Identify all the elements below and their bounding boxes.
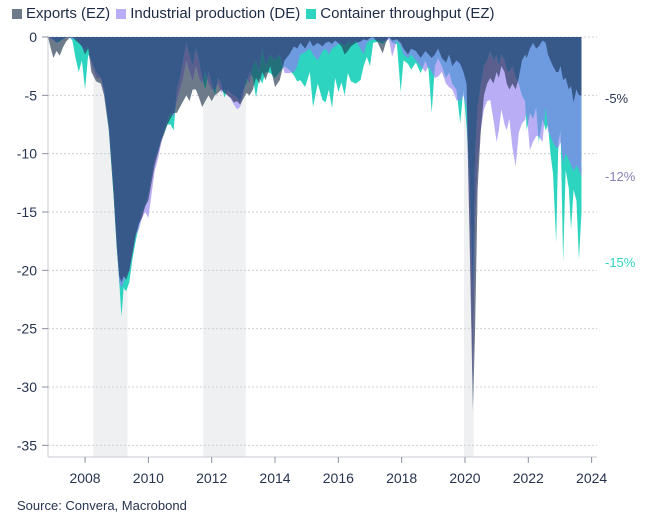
x-tick-label: 2016 <box>323 470 354 486</box>
end-label-container-throughput: -15% <box>605 255 636 270</box>
y-tick-label: -15 <box>17 204 37 220</box>
legend-item-exports[interactable]: Exports (EZ) <box>12 5 110 22</box>
legend-swatch-container-throughput <box>306 8 317 19</box>
y-tick-label: -5 <box>25 87 38 103</box>
legend-item-container-throughput[interactable]: Container throughput (EZ) <box>306 5 495 22</box>
x-tick-label: 2024 <box>576 470 607 486</box>
legend-label-exports: Exports (EZ) <box>26 5 111 22</box>
x-tick-label: 2014 <box>259 470 290 486</box>
x-tick-label: 2022 <box>513 470 544 486</box>
recession-band <box>464 37 474 457</box>
x-tick-label: 2020 <box>449 470 480 486</box>
y-axis-labels: 0 -5 -10 -15 -20 -25 -30 -35 <box>17 29 48 453</box>
x-tick-label: 2010 <box>133 470 164 486</box>
y-tick-label: -10 <box>17 146 37 162</box>
y-tick-label: -20 <box>17 262 37 278</box>
legend-label-industrial-production: Industrial production (DE) <box>130 5 301 22</box>
y-tick-label: -30 <box>17 379 37 395</box>
x-axis-labels: 2008 2010 2012 2014 2016 2018 2020 2022 2024 <box>69 457 607 486</box>
y-tick-label: 0 <box>29 29 37 45</box>
source-note: Source: Convera, Macrobond <box>17 498 187 513</box>
x-tick-label: 2018 <box>386 470 417 486</box>
end-label-exports: -5% <box>605 91 629 106</box>
y-tick-label: -35 <box>17 437 37 453</box>
legend-item-industrial-production[interactable]: Industrial production (DE) <box>116 5 300 22</box>
legend-swatch-industrial-production <box>116 8 127 19</box>
end-label-industrial-production: -12% <box>605 169 636 184</box>
x-tick-label: 2012 <box>196 470 227 486</box>
legend-swatch-exports <box>12 8 22 19</box>
legend-label-container-throughput: Container throughput (EZ) <box>320 5 495 22</box>
x-tick-label: 2008 <box>69 470 100 486</box>
legend: Exports (EZ) Industrial production (DE) … <box>12 5 501 22</box>
y-tick-label: -25 <box>17 321 37 337</box>
area-series <box>48 37 582 411</box>
